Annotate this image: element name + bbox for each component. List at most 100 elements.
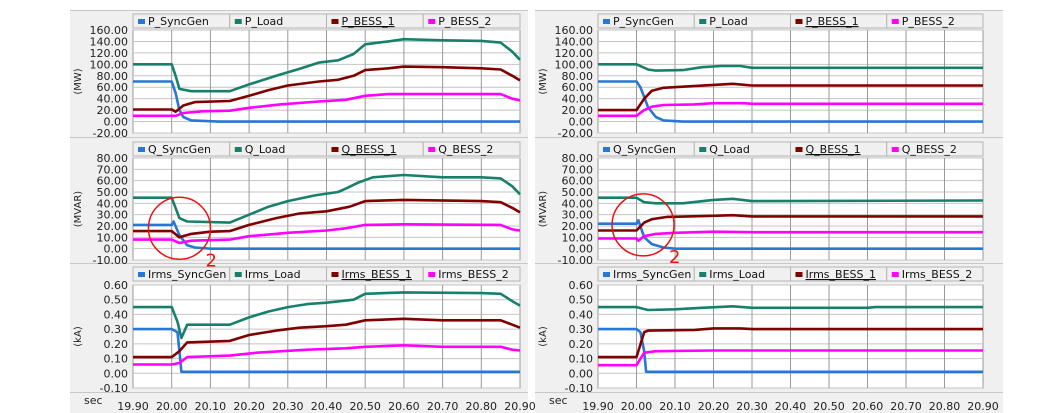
- y-tick-label: 0.50: [569, 294, 594, 307]
- x-tick-label: 20.10: [659, 400, 691, 413]
- legend-swatch: [428, 272, 436, 277]
- legend-swatch: [234, 19, 242, 24]
- legend-label: Q_BESS_2: [438, 143, 493, 156]
- y-tick-label: 40.00: [562, 93, 594, 106]
- y-tick-label: -0.10: [565, 382, 593, 395]
- y-tick-label: 50.00: [562, 186, 594, 199]
- legend-swatch: [331, 147, 339, 152]
- y-tick-label: 0.00: [569, 367, 594, 380]
- y-tick-label: 0.00: [104, 116, 129, 129]
- legend-label: P_BESS_1: [806, 15, 859, 28]
- legend-cell: [886, 13, 984, 29]
- y-tick-label: 0.30: [104, 323, 129, 336]
- series-line-irms-bess-2: [133, 343, 521, 366]
- chart-panel: 80.0070.0060.0050.0040.0030.0020.0010.00…: [73, 141, 521, 271]
- legend-label: P_BESS_2: [902, 15, 955, 28]
- series-line-p-syncgen: [598, 80, 983, 123]
- y-tick-label: 0.00: [569, 243, 594, 256]
- series-line-p-load: [598, 63, 983, 72]
- series-line-p-bess-1: [133, 65, 521, 114]
- y-tick-label: 120.00: [90, 47, 129, 60]
- legend-swatch: [234, 272, 242, 277]
- legend-label: P_BESS_2: [438, 15, 491, 28]
- y-tick-label: 10.00: [562, 231, 594, 244]
- y-tick-label: 0.30: [569, 323, 594, 336]
- legend-swatch: [603, 147, 610, 152]
- y-tick-label: 140.00: [90, 35, 129, 48]
- y-axis-label: (MVAR): [538, 191, 549, 228]
- x-tick-label: 20.00: [156, 400, 188, 413]
- legend-swatch: [795, 272, 803, 277]
- legend-swatch: [234, 147, 242, 152]
- y-tick-label: 80.00: [562, 70, 594, 83]
- annotation-circle: [147, 196, 212, 261]
- y-tick-label: 70.00: [97, 163, 129, 176]
- legend-label: Q_BESS_2: [902, 143, 957, 156]
- y-tick-label: 60.00: [562, 81, 594, 94]
- y-tick-label: 0.00: [569, 116, 594, 129]
- legend-label: P_SyncGen: [148, 15, 209, 28]
- y-tick-label: 40.00: [97, 197, 129, 210]
- series-line-q-syncgen: [133, 220, 520, 250]
- legend-cell: [886, 141, 984, 157]
- legend-swatch: [699, 19, 707, 24]
- series-line-p-load: [133, 37, 521, 93]
- legend-swatch: [331, 19, 339, 24]
- legend-label: Q_SyncGen: [148, 143, 211, 156]
- y-axis-label: (MW): [73, 68, 84, 94]
- legend-cell: [422, 141, 521, 157]
- series-line-q-bess-1: [133, 198, 521, 239]
- y-axis-label: (MW): [538, 68, 549, 94]
- y-tick-label: -10.00: [93, 254, 128, 267]
- legend-swatch: [603, 19, 610, 24]
- series-line-q-bess-2: [598, 230, 983, 242]
- y-tick-label: 0.60: [569, 279, 594, 292]
- y-tick-label: 20.00: [562, 220, 594, 233]
- y-tick-label: 100.00: [555, 58, 594, 71]
- x-tick-label: 20.30: [736, 400, 768, 413]
- x-tick-label: 20.60: [388, 400, 420, 413]
- y-tick-label: 30.00: [562, 209, 594, 222]
- x-tick-label: 20.00: [621, 400, 653, 413]
- legend-swatch: [603, 272, 610, 277]
- y-tick-label: 100.00: [90, 58, 129, 71]
- legend-swatch: [795, 19, 803, 24]
- y-axis-label: (MVAR): [73, 191, 84, 228]
- x-tick-label: 20.80: [929, 400, 961, 413]
- chart-panel: 160.00140.00120.00100.0080.0060.0040.002…: [538, 13, 984, 140]
- legend-swatch: [428, 147, 436, 152]
- annotation-circle: [611, 193, 675, 257]
- legend-swatch: [138, 147, 145, 152]
- y-tick-label: 40.00: [97, 93, 129, 106]
- y-tick-label: 30.00: [97, 209, 129, 222]
- legend-swatch: [795, 147, 803, 152]
- x-tick-label: 20.50: [813, 400, 845, 413]
- legend-label: Irms_BESS_1: [806, 268, 876, 281]
- series-line-p-bess-2: [133, 92, 521, 118]
- legend-swatch: [891, 147, 899, 152]
- y-tick-label: 20.00: [97, 220, 129, 233]
- y-tick-label: 70.00: [562, 163, 594, 176]
- legend-label: Q_BESS_1: [806, 143, 861, 156]
- y-tick-label: 0.10: [104, 353, 129, 366]
- legend-label: P_Load: [245, 15, 284, 28]
- x-tick-label: 20.20: [233, 400, 265, 413]
- legend-label: Irms_BESS_2: [438, 268, 508, 281]
- y-tick-label: 60.00: [562, 175, 594, 188]
- x-tick-label: 20.40: [311, 400, 343, 413]
- series-line-q-bess-1: [598, 213, 983, 232]
- legend-label: Irms_SyncGen: [148, 268, 226, 281]
- legend-label: Irms_Load: [245, 268, 301, 281]
- legend-label: Irms_BESS_2: [902, 268, 972, 281]
- series-line-q-syncgen: [598, 219, 983, 250]
- x-tick-label: 20.90: [967, 400, 999, 413]
- y-tick-label: -0.10: [100, 382, 128, 395]
- legend-label: Q_Load: [245, 143, 286, 156]
- series-line-p-bess-1: [598, 82, 983, 112]
- legend-cell: [422, 13, 521, 29]
- legend-label: Irms_Load: [709, 268, 765, 281]
- legend-swatch: [138, 272, 145, 277]
- legend-swatch: [428, 19, 436, 24]
- y-tick-label: 0.50: [104, 294, 129, 307]
